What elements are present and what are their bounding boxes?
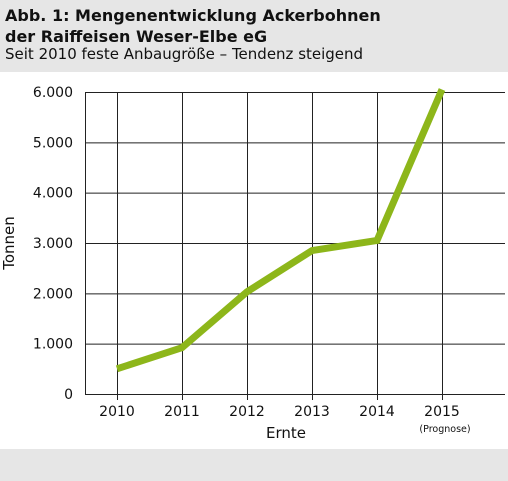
x-tick-label: 2011 [164,404,200,420]
chart-subtitle: Seit 2010 feste Anbaugröße – Tendenz ste… [5,45,364,63]
y-axis-label: Tonnen [0,216,18,271]
x-tick-label: 2014 [359,404,395,420]
x-tick-note: (Prognose) [419,424,470,435]
y-tick-label: 5.000 [33,135,73,151]
chart-title-line-1: Abb. 1: Mengenentwicklung Ackerbohnen [5,6,381,25]
y-tick-label: 4.000 [33,186,73,202]
x-tick-label: 2012 [229,404,265,420]
x-tick-label: 2010 [99,404,135,420]
chart-title: Abb. 1: Mengenentwicklung Ackerbohnen de… [5,5,505,47]
y-tick-label: 0 [64,387,73,403]
plot-background [0,72,508,449]
y-tick-label: 1.000 [33,337,73,353]
y-tick-labels: 0 1.000 2.000 3.000 4.000 5.000 6.000 [33,85,73,403]
y-tick-label: 6.000 [33,85,73,101]
x-tick-label: 2013 [294,404,330,420]
y-tick-label: 2.000 [33,286,73,302]
chart-title-line-2: der Raiffeisen Weser-Elbe eG [5,27,268,46]
x-tick-label: 2015 [424,404,460,420]
x-axis-label: Ernte [266,424,306,442]
y-tick-label: 3.000 [33,236,73,252]
series-line [115,88,446,373]
x-tick-labels: 2010 2011 2012 2013 2014 2015 (Prognose) [99,404,470,435]
